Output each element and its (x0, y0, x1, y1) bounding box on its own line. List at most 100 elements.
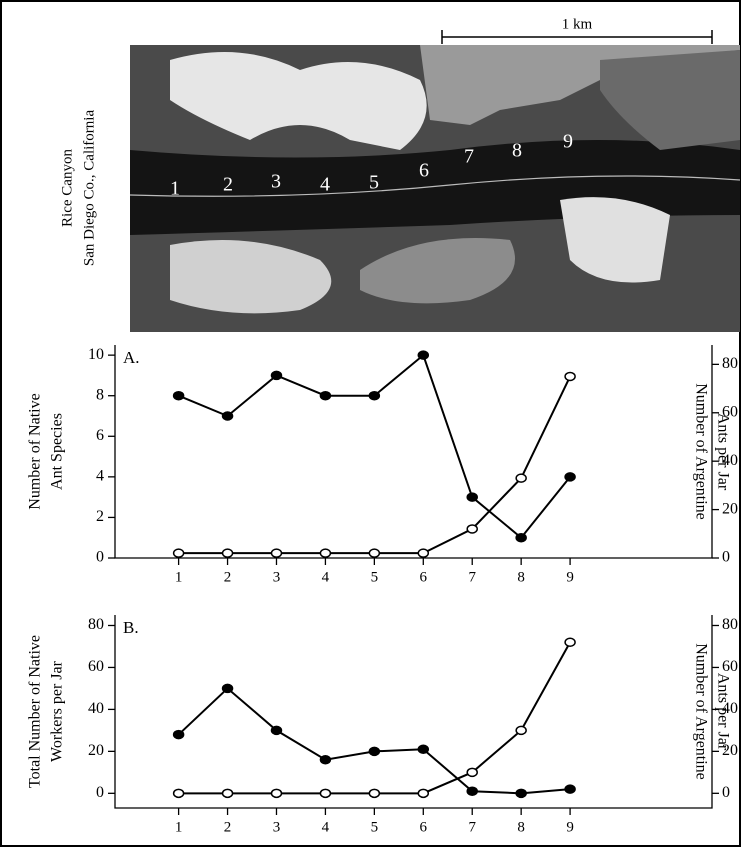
y-tick-label: 0 (96, 784, 104, 801)
x-tick-label: 7 (468, 819, 476, 835)
y-axis-label: Workers per Jar (49, 660, 66, 762)
y2-tick-label: 40 (722, 452, 738, 469)
x-tick-label: 4 (322, 819, 330, 835)
data-point (221, 788, 234, 799)
y2-axis-label: Number of Argentine (692, 643, 709, 780)
x-tick-label: 9 (566, 819, 574, 835)
data-point (417, 744, 430, 755)
data-point (221, 683, 234, 694)
x-tick-label: 5 (371, 569, 379, 585)
x-tick-label: 3 (273, 819, 281, 835)
x-tick-label: 2 (224, 569, 232, 585)
data-point (172, 548, 185, 558)
y-tick-label: 0 (96, 549, 104, 566)
y-tick-label: 2 (96, 508, 104, 525)
y2-tick-label: 0 (722, 549, 730, 566)
x-tick-label: 7 (468, 569, 476, 585)
axis-frame (114, 615, 713, 809)
x-tick-label: 9 (566, 569, 574, 585)
panel-label: A. (123, 348, 140, 367)
y-tick-label: 60 (88, 658, 104, 675)
data-point (172, 390, 185, 401)
data-point (319, 548, 332, 558)
data-point (368, 746, 381, 757)
y2-tick-label: 80 (722, 355, 738, 372)
x-tick-label: 8 (517, 819, 525, 835)
x-tick-label: 4 (322, 569, 330, 585)
data-point (368, 548, 381, 558)
data-point (466, 524, 478, 534)
data-point (417, 788, 430, 799)
data-point (564, 472, 576, 482)
y2-axis-label: Ants per Jar (714, 673, 731, 751)
y2-tick-label: 80 (722, 616, 738, 633)
data-point (466, 767, 478, 778)
photo-caption: Rice Canyon (59, 149, 75, 227)
y2-axis-label: Ants per Jar (714, 413, 731, 491)
data-point (270, 370, 283, 381)
data-point (564, 371, 576, 382)
y2-tick-label: 60 (722, 403, 738, 420)
data-point (564, 784, 576, 794)
x-tick-label: 1 (175, 819, 183, 835)
y-tick-label: 4 (96, 468, 104, 485)
y-axis-label: Ant Species (49, 413, 66, 490)
x-tick-label: 6 (420, 819, 428, 835)
data-point (172, 729, 185, 740)
x-tick-label: 1 (175, 569, 183, 585)
x-tick-label: 5 (371, 819, 379, 835)
data-point (319, 755, 332, 765)
data-point (417, 548, 430, 558)
data-point (221, 548, 234, 558)
y-tick-label: 20 (88, 742, 104, 759)
data-point (466, 786, 478, 796)
axis-frame (114, 345, 713, 559)
site-label: 6 (419, 160, 429, 182)
aerial-photo (129, 45, 741, 332)
data-point (221, 411, 234, 421)
data-point (368, 788, 381, 799)
y2-tick-label: 40 (722, 700, 738, 717)
site-label: 2 (223, 174, 233, 196)
data-point (417, 350, 430, 360)
data-point (515, 788, 527, 799)
site-label: 1 (170, 178, 180, 200)
data-point (270, 725, 283, 736)
data-point (270, 548, 283, 558)
site-label: 4 (320, 174, 330, 196)
y2-tick-label: 60 (722, 658, 738, 675)
y2-tick-label: 20 (722, 742, 738, 759)
y-tick-label: 80 (88, 616, 104, 633)
site-label: 7 (464, 146, 474, 168)
data-point (319, 788, 332, 799)
site-label: 8 (512, 140, 522, 162)
data-point (515, 532, 527, 543)
y2-axis-label: Number of Argentine (692, 383, 709, 520)
x-tick-label: 2 (224, 819, 232, 835)
y2-tick-label: 20 (722, 500, 738, 517)
y-axis-label: Number of Native (27, 393, 44, 509)
y2-tick-label: 0 (722, 784, 730, 801)
data-point (466, 492, 478, 502)
y-axis-label: Total Number of Native (27, 635, 44, 788)
panel-label: B. (123, 618, 139, 637)
data-point (515, 473, 527, 483)
x-tick-label: 8 (517, 569, 525, 585)
y-tick-label: 8 (96, 386, 104, 403)
x-tick-label: 3 (273, 569, 281, 585)
data-point (368, 390, 381, 401)
y-tick-label: 40 (88, 700, 104, 717)
x-tick-label: 6 (420, 569, 428, 585)
data-point (319, 390, 332, 401)
y-tick-label: 6 (96, 427, 104, 444)
site-label: 3 (271, 171, 281, 193)
site-label: 5 (369, 172, 379, 194)
y-tick-label: 10 (88, 346, 104, 363)
data-point (515, 725, 527, 736)
photo-caption: San Diego Co., California (81, 110, 97, 267)
scale-label: 1 km (562, 16, 593, 32)
site-label: 9 (563, 131, 573, 153)
data-point (564, 637, 576, 648)
